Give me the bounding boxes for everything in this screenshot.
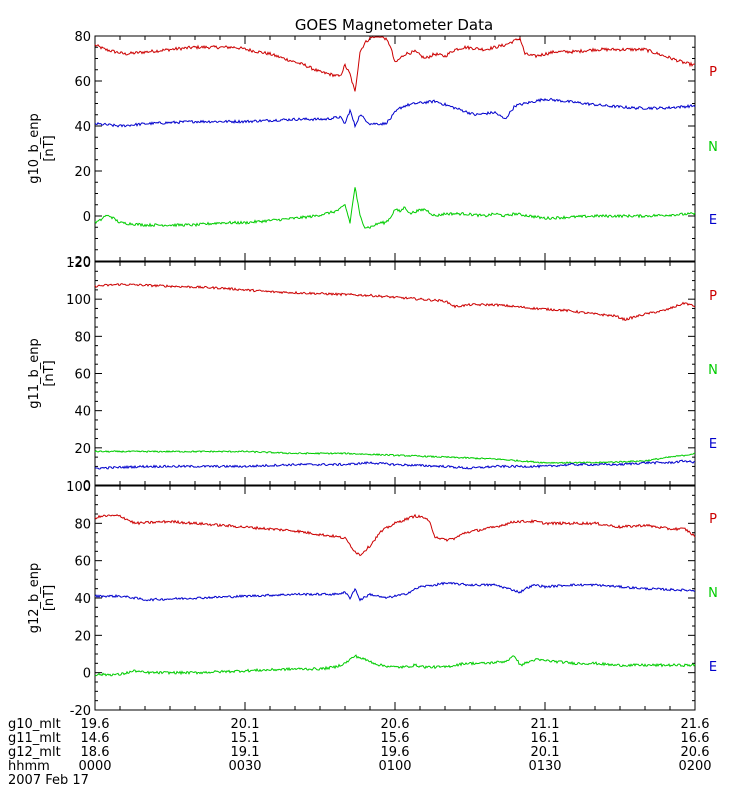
y-axis-unit: [nT] [42,135,57,161]
footer-value: 19.6 [81,717,110,732]
legend-p: P [709,289,717,304]
footer-row-label: hhmm [8,759,50,774]
legend-e: E [709,437,717,452]
series-e-line [94,187,696,229]
footer-value: 0130 [528,759,561,774]
footer-group: g10_mlt 19.6 20.1 20.6 21.1 21.6 g11_mlt 14.6 15… [8,717,712,788]
series-p-line [94,283,696,321]
y-axis-label: g12_b_enp [27,563,42,634]
footer-row-label: g11_mlt [8,731,61,746]
footer-value: 0200 [678,759,711,774]
panel-1: -20 0 20 40 60 80 g10_b_enp [nT] P N E [27,30,718,270]
date-label: 2007 Feb 17 [8,773,89,788]
y-tick-label: 60 [74,75,91,90]
y-tick-label: 0 [83,667,91,682]
footer-value: 0000 [78,759,111,774]
y-tick-label: 80 [74,30,91,45]
series-n-line [94,97,696,129]
series-n-line [94,581,696,602]
legend-e: E [709,213,717,228]
y-tick-label: 120 [66,256,91,271]
y-tick-label: 100 [66,293,91,308]
chart-title: GOES Magnetometer Data [295,16,493,34]
legend-n: N [708,586,718,601]
y-axis-label: g10_b_enp [27,113,42,184]
footer-row-g12_mlt: g12_mlt 18.6 19.1 19.6 20.1 20.6 [8,745,709,760]
legend-p: P [709,65,717,80]
legend-n: N [708,363,718,378]
y-tick-label: -20 [70,704,91,719]
footer-row-hhmm: hhmm 0000 0030 0100 0130 0200 [8,759,712,774]
footer-row-label: g12_mlt [8,745,61,760]
series-e-line [94,459,696,470]
y-axis-unit: [nT] [42,360,57,386]
footer-value: 20.6 [381,717,410,732]
footer-value: 16.6 [681,731,710,746]
footer-value: 15.6 [381,731,410,746]
legend-p: P [709,512,717,527]
footer-row-label: g10_mlt [8,717,61,732]
y-tick-label: 0 [83,210,91,225]
y-tick-label: 20 [74,442,91,457]
y-tick-label: 40 [74,592,91,607]
y-axis-label: g11_b_enp [27,338,42,409]
footer-value: 0030 [228,759,261,774]
y-tick-label: 20 [74,165,91,180]
y-tick-label: 40 [74,405,91,420]
legend-n: N [708,140,718,155]
footer-value: 16.1 [531,731,560,746]
y-tick-label: 80 [74,330,91,345]
y-tick-label: 20 [74,629,91,644]
panel-2: 0 20 40 60 80 100 120 g11_b_enp [nT] P N E [27,256,718,494]
legend-e: E [709,660,717,675]
footer-value: 0100 [378,759,411,774]
panel-3: -20 0 20 40 60 80 100 g12_b_enp [nT] P N E [27,480,718,719]
footer-value: 20.1 [231,717,260,732]
y-axis-unit: [nT] [42,585,57,611]
footer-value: 19.1 [231,745,260,760]
series-e-line [94,654,696,677]
footer-value: 14.6 [81,731,110,746]
series-p-line [94,513,696,557]
footer-value: 21.6 [681,717,710,732]
footer-value: 20.6 [681,745,710,760]
y-tick-label: 0 [83,479,91,494]
footer-value: 15.1 [231,731,260,746]
series-n-line [94,450,696,465]
y-tick-label: 40 [74,120,91,135]
footer-value: 20.1 [531,745,560,760]
footer-row-g10_mlt: g10_mlt 19.6 20.1 20.6 21.1 21.6 [8,717,709,732]
footer-row-g11_mlt: g11_mlt 14.6 15.1 15.6 16.1 16.6 [8,731,709,746]
y-tick-label: 60 [74,368,91,383]
footer-value: 18.6 [81,745,110,760]
series-p-line [94,36,696,92]
y-tick-label: -20 [70,255,91,270]
y-tick-label: 60 [74,555,91,570]
footer-value: 19.6 [381,745,410,760]
y-tick-label: 80 [74,517,91,532]
y-tick-label: 100 [66,480,91,495]
footer-value: 21.1 [531,717,560,732]
